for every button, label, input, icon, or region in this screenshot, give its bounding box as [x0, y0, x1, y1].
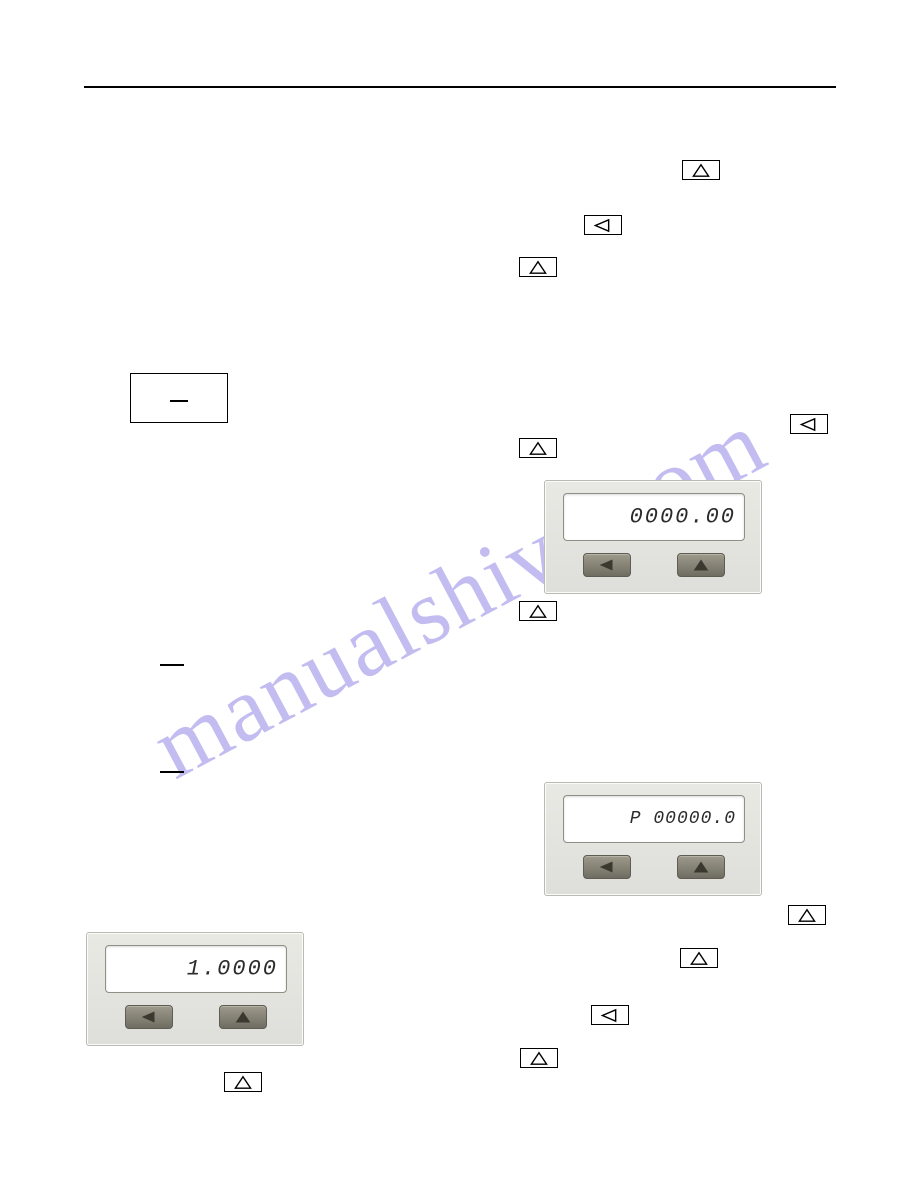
key-icon-up [224, 1072, 262, 1092]
triangle-up-icon [679, 554, 723, 576]
key-icon-up [519, 601, 557, 621]
device-up-button[interactable] [677, 855, 725, 879]
underscore-bar [160, 771, 184, 773]
device-left-button[interactable] [125, 1005, 173, 1029]
lcd-text: 1.0000 [187, 957, 278, 982]
lcd-display: P 00000.0 [563, 795, 745, 843]
key-icon-up [680, 948, 718, 968]
device-left-button[interactable] [583, 855, 631, 879]
bar-glyph [170, 400, 188, 402]
triangle-left-icon [791, 415, 827, 434]
lcd-value: 1.0000 [187, 957, 278, 982]
lcd-display: 0000.00 [563, 493, 745, 541]
triangle-up-icon [521, 1049, 557, 1068]
device-panel: P 00000.0 [544, 782, 762, 896]
triangle-up-icon [221, 1006, 265, 1028]
triangle-up-icon [520, 602, 556, 621]
page-root: manualshive.com 0000.00 [0, 0, 918, 1188]
key-icon-up [682, 160, 720, 180]
triangle-up-icon [520, 258, 556, 277]
key-icon-up [788, 905, 826, 925]
key-icon-left [591, 1005, 629, 1025]
lcd-text: 0000.00 [630, 505, 736, 530]
inline-bar-box [130, 373, 228, 423]
lcd-value: 0000.00 [630, 505, 736, 530]
underscore-bar [160, 664, 184, 666]
triangle-up-icon [520, 439, 556, 458]
watermark-text: manualshive.com [136, 388, 783, 799]
top-horizontal-rule [84, 86, 836, 88]
triangle-up-icon [681, 949, 717, 968]
device-up-button[interactable] [219, 1005, 267, 1029]
triangle-left-icon [585, 554, 629, 576]
device-up-button[interactable] [677, 553, 725, 577]
key-icon-left [584, 215, 622, 235]
triangle-up-icon [683, 161, 719, 180]
key-icon-up [519, 257, 557, 277]
device-panel: 0000.00 [544, 480, 762, 594]
triangle-up-icon [679, 856, 723, 878]
lcd-value: P 00000.0 [630, 809, 736, 829]
triangle-left-icon [127, 1006, 171, 1028]
key-icon-left [790, 414, 828, 434]
triangle-left-icon [585, 856, 629, 878]
triangle-up-icon [225, 1073, 261, 1092]
device-left-button[interactable] [583, 553, 631, 577]
triangle-up-icon [789, 906, 825, 925]
triangle-left-icon [592, 1006, 628, 1025]
triangle-left-icon [585, 216, 621, 235]
key-icon-up [520, 1048, 558, 1068]
key-icon-up [519, 438, 557, 458]
lcd-display: 1.0000 [105, 945, 287, 993]
device-panel: 1.0000 [86, 932, 304, 1046]
lcd-text: P 00000.0 [630, 809, 736, 829]
